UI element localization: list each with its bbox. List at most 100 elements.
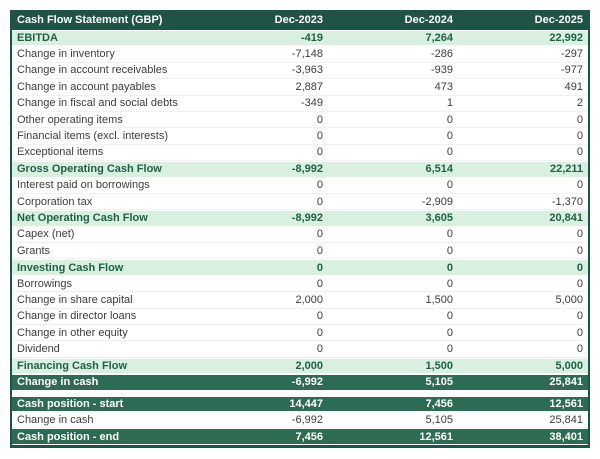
row-value: 0	[446, 326, 453, 339]
table-row: Other operating items 0 0 0	[12, 111, 588, 129]
row-value: 0	[316, 244, 323, 257]
row-value: 12,561	[419, 430, 453, 443]
table-row: Interest paid on borrowings 0 0 0	[12, 177, 588, 194]
row-value: 0	[316, 343, 323, 356]
row-label: EBITDA	[17, 32, 58, 45]
row-value: 22,992	[549, 32, 583, 45]
row-value: 0	[576, 130, 583, 143]
row-value: 5,000	[555, 293, 583, 306]
row-value: -8,992	[291, 163, 323, 176]
table-row: Change in account receivables -3,963 -939 -…	[12, 62, 588, 80]
table-row: Change in share capital 2,000 1,500 5,000	[12, 292, 588, 309]
row-label: Cash position - end	[17, 430, 120, 443]
row-label: Change in account receivables	[17, 64, 168, 77]
row-value: 0	[576, 261, 583, 274]
row-value: -297	[560, 48, 583, 61]
row-label: Financing Cash Flow	[17, 360, 128, 372]
row-value: 0	[576, 343, 583, 356]
table-row: Investing Cash Flow 0 0 0	[12, 259, 588, 276]
table-row: Change in cash -6,992 5,105 25,841	[12, 374, 588, 391]
row-value: 25,841	[549, 376, 583, 389]
table-row: Financial items (excl. interests) 0 0 0	[12, 128, 588, 145]
row-label: Change in other equity	[17, 326, 128, 339]
row-label: Change in share capital	[17, 293, 133, 306]
row-value: 1,500	[425, 360, 453, 372]
row-value: 1	[446, 97, 453, 110]
row-value: 2	[576, 97, 583, 110]
row-value: 0	[316, 326, 323, 339]
table-title: Cash Flow Statement (GBP)	[17, 14, 163, 26]
row-value: 0	[446, 130, 453, 143]
row-value: -3,963	[291, 64, 323, 77]
column-header-dec-2024: Dec-2024	[404, 14, 453, 26]
row-value: 6,514	[425, 163, 453, 176]
row-value: 1,500	[425, 293, 453, 306]
row-label: Change in cash	[17, 376, 99, 389]
row-label: Change in fiscal and social debts	[17, 97, 178, 110]
table-row: Net Operating Cash Flow -8,992 3,605 20,841	[12, 210, 588, 227]
row-label: Investing Cash Flow	[17, 261, 124, 274]
table-row: Gross Operating Cash Flow -8,992 6,514 22,2…	[12, 161, 588, 178]
row-value: -7,148	[291, 48, 323, 61]
row-value: 2,887	[295, 80, 323, 93]
table-row: Cash position - start 14,447 7,456 12,561	[12, 395, 588, 412]
row-value: 0	[316, 195, 323, 208]
row-value: 25,841	[549, 413, 583, 426]
row-value: 7,264	[425, 32, 453, 45]
row-value: 473	[434, 80, 453, 93]
row-value: -6,992	[291, 376, 323, 389]
row-value: 0	[446, 261, 453, 274]
row-value: 22,211	[549, 163, 583, 176]
row-label: Interest paid on borrowings	[17, 179, 150, 192]
table-row: Corporation tax 0 -2,909 -1,370	[12, 193, 588, 211]
row-value: 0	[446, 113, 453, 126]
row-label: Net Operating Cash Flow	[17, 212, 148, 225]
row-label: Cash position - start	[17, 397, 124, 410]
row-value: -286	[430, 48, 453, 61]
row-value: 0	[576, 277, 583, 290]
row-value: 0	[316, 130, 323, 143]
table-body: EBITDA -419 7,264 22,992 Change in inventory…	[12, 30, 588, 445]
row-value: 0	[316, 146, 323, 159]
row-value: 7,456	[425, 397, 453, 410]
row-value: 12,561	[549, 397, 583, 410]
row-value: 0	[576, 326, 583, 339]
row-value: 0	[316, 113, 323, 126]
row-value: 0	[316, 179, 323, 192]
row-value: 491	[564, 80, 583, 93]
row-value: 0	[446, 146, 453, 159]
row-value: 0	[446, 310, 453, 323]
table-spacer	[12, 390, 588, 396]
row-value: -6,992	[291, 413, 323, 426]
row-value: -419	[300, 32, 323, 45]
row-label: Corporation tax	[17, 195, 93, 208]
table-row: Change in account payables 2,887 473 491	[12, 79, 588, 96]
table-row: Exceptional items 0 0 0	[12, 144, 588, 162]
row-label: Grants	[17, 244, 51, 257]
table-header-row: Cash Flow Statement (GBP) Dec-2023 Dec-2…	[12, 10, 588, 30]
table-row: Dividend 0 0 0	[12, 341, 588, 358]
row-value: 3,605	[425, 212, 453, 225]
row-label: Borrowings	[17, 277, 73, 290]
row-value: -2,909	[421, 195, 453, 208]
row-value: 5,105	[425, 376, 453, 389]
row-label: Other operating items	[17, 113, 123, 126]
row-value: -1,370	[551, 195, 583, 208]
row-value: 0	[576, 228, 583, 241]
row-value: 0	[576, 244, 583, 257]
row-label: Financial items (excl. interests)	[17, 130, 168, 143]
table-row: Change in director loans 0 0 0	[12, 308, 588, 326]
column-header-dec-2023: Dec-2023	[274, 14, 323, 26]
table-row: Change in other equity 0 0 0	[12, 325, 588, 342]
row-value: 0	[446, 277, 453, 290]
row-value: 0	[446, 179, 453, 192]
row-value: 2,000	[295, 360, 323, 372]
row-value: 0	[576, 113, 583, 126]
row-label: Change in account payables	[17, 80, 156, 93]
table-row: Change in cash -6,992 5,105 25,841	[12, 411, 588, 429]
row-label: Change in inventory	[17, 48, 115, 61]
row-value: 0	[316, 277, 323, 290]
row-value: 0	[576, 179, 583, 192]
table-row: Financing Cash Flow 2,000 1,500 5,000	[12, 357, 588, 375]
row-label: Change in director loans	[17, 310, 137, 323]
